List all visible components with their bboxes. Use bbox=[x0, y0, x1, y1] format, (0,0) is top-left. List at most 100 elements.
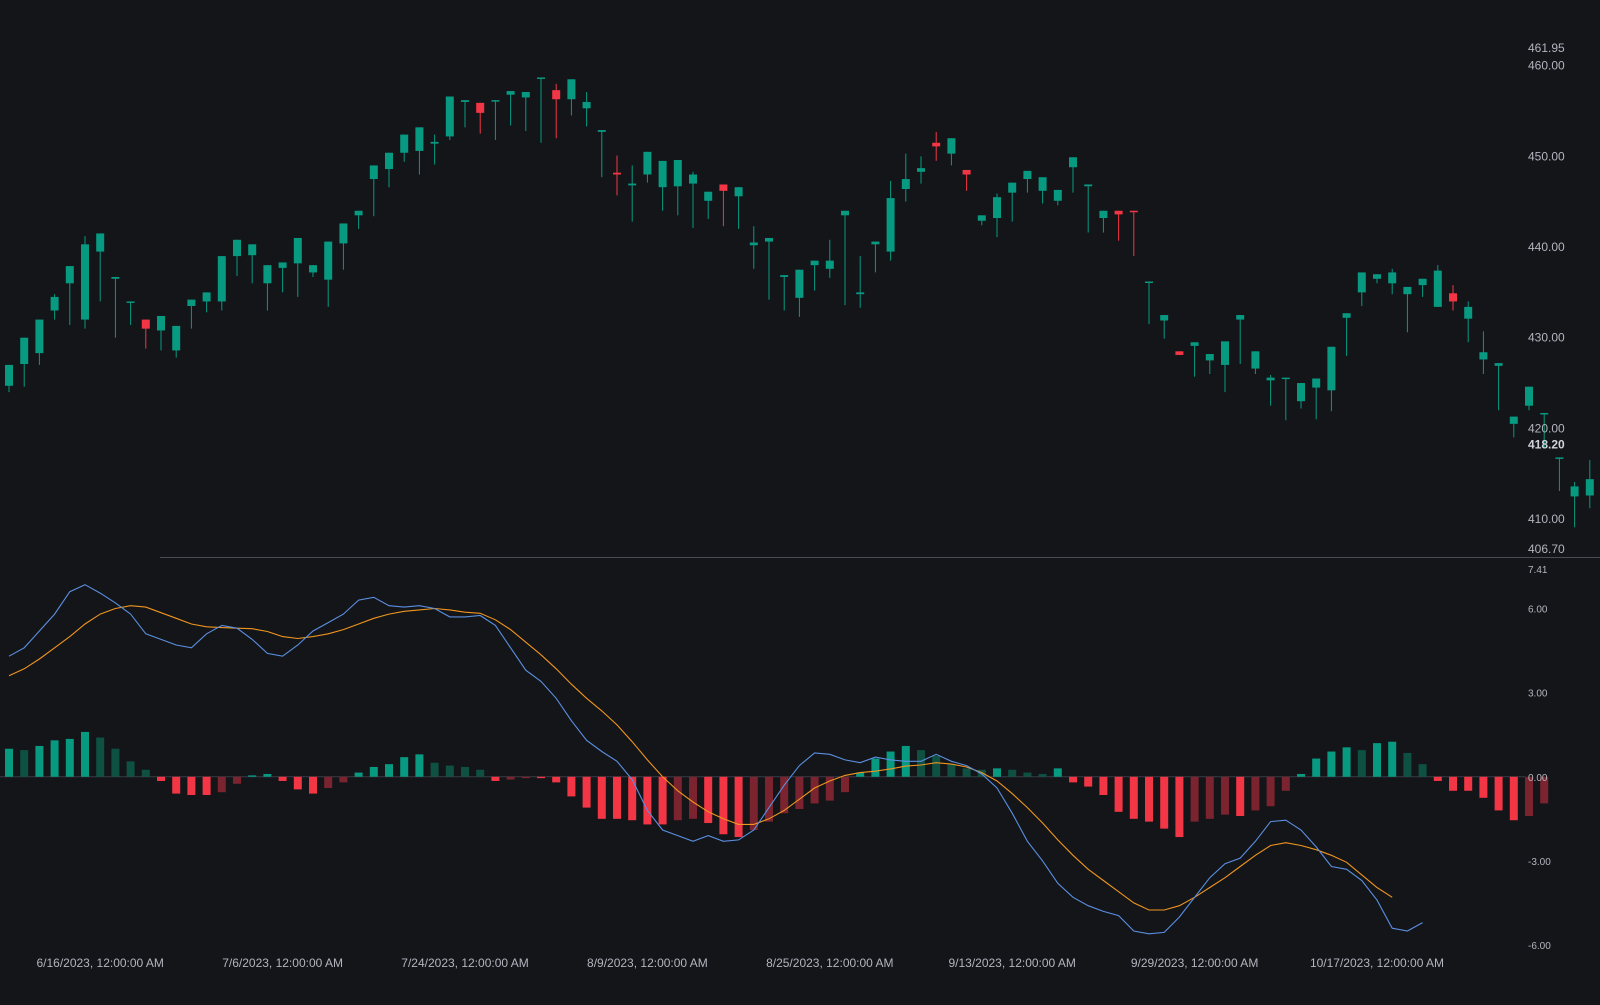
candle-body[interactable] bbox=[1479, 352, 1488, 360]
macd-histogram-bar[interactable] bbox=[628, 776, 637, 821]
macd-histogram-bar[interactable] bbox=[354, 772, 363, 777]
candle-body[interactable] bbox=[932, 142, 941, 147]
macd-histogram-bar[interactable] bbox=[597, 776, 606, 819]
candle-body[interactable] bbox=[856, 292, 865, 295]
macd-histogram-bar[interactable] bbox=[734, 776, 743, 838]
candle-body[interactable] bbox=[293, 237, 302, 264]
macd-histogram-bar[interactable] bbox=[1145, 776, 1153, 822]
macd-pane[interactable] bbox=[0, 584, 1549, 935]
macd-histogram-bar[interactable] bbox=[491, 776, 500, 781]
candle-body[interactable] bbox=[5, 364, 13, 386]
macd-histogram-bar[interactable] bbox=[293, 776, 302, 790]
candle-body[interactable] bbox=[749, 242, 758, 246]
macd-histogram-bar[interactable] bbox=[217, 776, 226, 793]
candle-body[interactable] bbox=[1342, 313, 1351, 318]
macd-histogram-bar[interactable] bbox=[400, 757, 409, 777]
macd-histogram-bar[interactable] bbox=[1023, 772, 1032, 777]
macd-histogram-bar[interactable] bbox=[369, 766, 378, 777]
candle-body[interactable] bbox=[734, 187, 743, 197]
candle-body[interactable] bbox=[1494, 363, 1503, 366]
macd-histogram-bar[interactable] bbox=[141, 769, 150, 777]
candle-body[interactable] bbox=[263, 265, 272, 284]
candle-body[interactable] bbox=[537, 77, 545, 79]
candle-body[interactable] bbox=[20, 337, 29, 365]
candle-body[interactable] bbox=[1585, 479, 1594, 496]
macd-histogram-bar[interactable] bbox=[96, 737, 105, 777]
candle-body[interactable] bbox=[643, 151, 652, 175]
macd-histogram-bar[interactable] bbox=[841, 776, 849, 793]
macd-histogram-bar[interactable] bbox=[5, 748, 13, 777]
candle-body[interactable] bbox=[841, 210, 849, 216]
macd-histogram-bar[interactable] bbox=[1373, 743, 1381, 777]
candle-body[interactable] bbox=[1418, 278, 1427, 286]
candle-body[interactable] bbox=[35, 319, 44, 354]
candle-body[interactable] bbox=[810, 260, 819, 266]
macd-histogram-bar[interactable] bbox=[1327, 751, 1336, 777]
candle-body[interactable] bbox=[1373, 274, 1381, 279]
macd-histogram-bar[interactable] bbox=[1464, 776, 1473, 791]
macd-histogram-bar[interactable] bbox=[1069, 776, 1077, 783]
macd-histogram-bar[interactable] bbox=[1388, 741, 1397, 777]
candle-body[interactable] bbox=[96, 233, 105, 252]
candle-body[interactable] bbox=[339, 223, 348, 244]
candle-body[interactable] bbox=[1190, 342, 1199, 346]
candle-body[interactable] bbox=[1266, 377, 1275, 381]
candle-body[interactable] bbox=[658, 160, 667, 188]
candle-body[interactable] bbox=[461, 100, 469, 102]
candle-body[interactable] bbox=[202, 292, 211, 302]
candle-body[interactable] bbox=[871, 241, 880, 245]
macd-histogram-bar[interactable] bbox=[461, 766, 469, 777]
candle-body[interactable] bbox=[1175, 351, 1184, 355]
macd-histogram-bar[interactable] bbox=[1312, 758, 1321, 777]
macd-histogram-bar[interactable] bbox=[673, 776, 682, 821]
candle-body[interactable] bbox=[1084, 184, 1093, 187]
macd-histogram-bar[interactable] bbox=[521, 776, 530, 779]
macd-histogram-bar[interactable] bbox=[977, 769, 986, 777]
candle-body[interactable] bbox=[1555, 457, 1564, 459]
macd-histogram-bar[interactable] bbox=[1038, 773, 1047, 777]
macd-histogram-bar[interactable] bbox=[324, 776, 333, 788]
macd-histogram-bar[interactable] bbox=[856, 772, 865, 777]
candle-body[interactable] bbox=[1449, 293, 1457, 302]
macd-histogram-bar[interactable] bbox=[35, 745, 44, 777]
macd-histogram-bar[interactable] bbox=[719, 776, 728, 835]
macd-histogram-bar[interactable] bbox=[1479, 776, 1488, 798]
candle-body[interactable] bbox=[1297, 383, 1305, 402]
macd-histogram-bar[interactable] bbox=[157, 776, 165, 781]
macd-histogram-bar[interactable] bbox=[1053, 768, 1062, 777]
macd-histogram-bar[interactable] bbox=[476, 769, 485, 777]
candle-body[interactable] bbox=[719, 184, 728, 191]
macd-histogram-bar[interactable] bbox=[704, 776, 713, 824]
macd-histogram-bar[interactable] bbox=[917, 750, 925, 777]
macd-histogram-bar[interactable] bbox=[65, 738, 74, 777]
macd-histogram-bar[interactable] bbox=[689, 776, 697, 819]
candle-body[interactable] bbox=[1327, 346, 1336, 391]
macd-histogram-bar[interactable] bbox=[1418, 764, 1427, 777]
candle-body[interactable] bbox=[1221, 341, 1229, 365]
candle-body[interactable] bbox=[628, 183, 637, 186]
macd-histogram-bar[interactable] bbox=[886, 751, 895, 777]
macd-histogram-bar[interactable] bbox=[1190, 776, 1199, 822]
candle-body[interactable] bbox=[1114, 210, 1123, 215]
macd-histogram-bar[interactable] bbox=[1129, 776, 1138, 819]
candle-body[interactable] bbox=[400, 134, 409, 153]
candle-body[interactable] bbox=[1251, 351, 1260, 369]
candle-body[interactable] bbox=[1281, 377, 1290, 380]
candle-body[interactable] bbox=[1464, 306, 1473, 319]
candle-body[interactable] bbox=[415, 127, 424, 151]
macd-histogram-bar[interactable] bbox=[263, 773, 272, 777]
candle-body[interactable] bbox=[1069, 157, 1077, 168]
candle-body[interactable] bbox=[1570, 486, 1579, 497]
candle-body[interactable] bbox=[1357, 272, 1366, 293]
candle-body[interactable] bbox=[673, 159, 682, 187]
candle-body[interactable] bbox=[491, 100, 500, 102]
candle-body[interactable] bbox=[1403, 286, 1412, 295]
candle-body[interactable] bbox=[309, 265, 317, 273]
macd-histogram-bar[interactable] bbox=[993, 768, 1001, 777]
candle-body[interactable] bbox=[1008, 182, 1017, 193]
macd-histogram-bar[interactable] bbox=[932, 755, 941, 777]
candle-body[interactable] bbox=[476, 102, 485, 113]
macd-histogram-bar[interactable] bbox=[1297, 773, 1305, 777]
candle-body[interactable] bbox=[582, 101, 591, 109]
